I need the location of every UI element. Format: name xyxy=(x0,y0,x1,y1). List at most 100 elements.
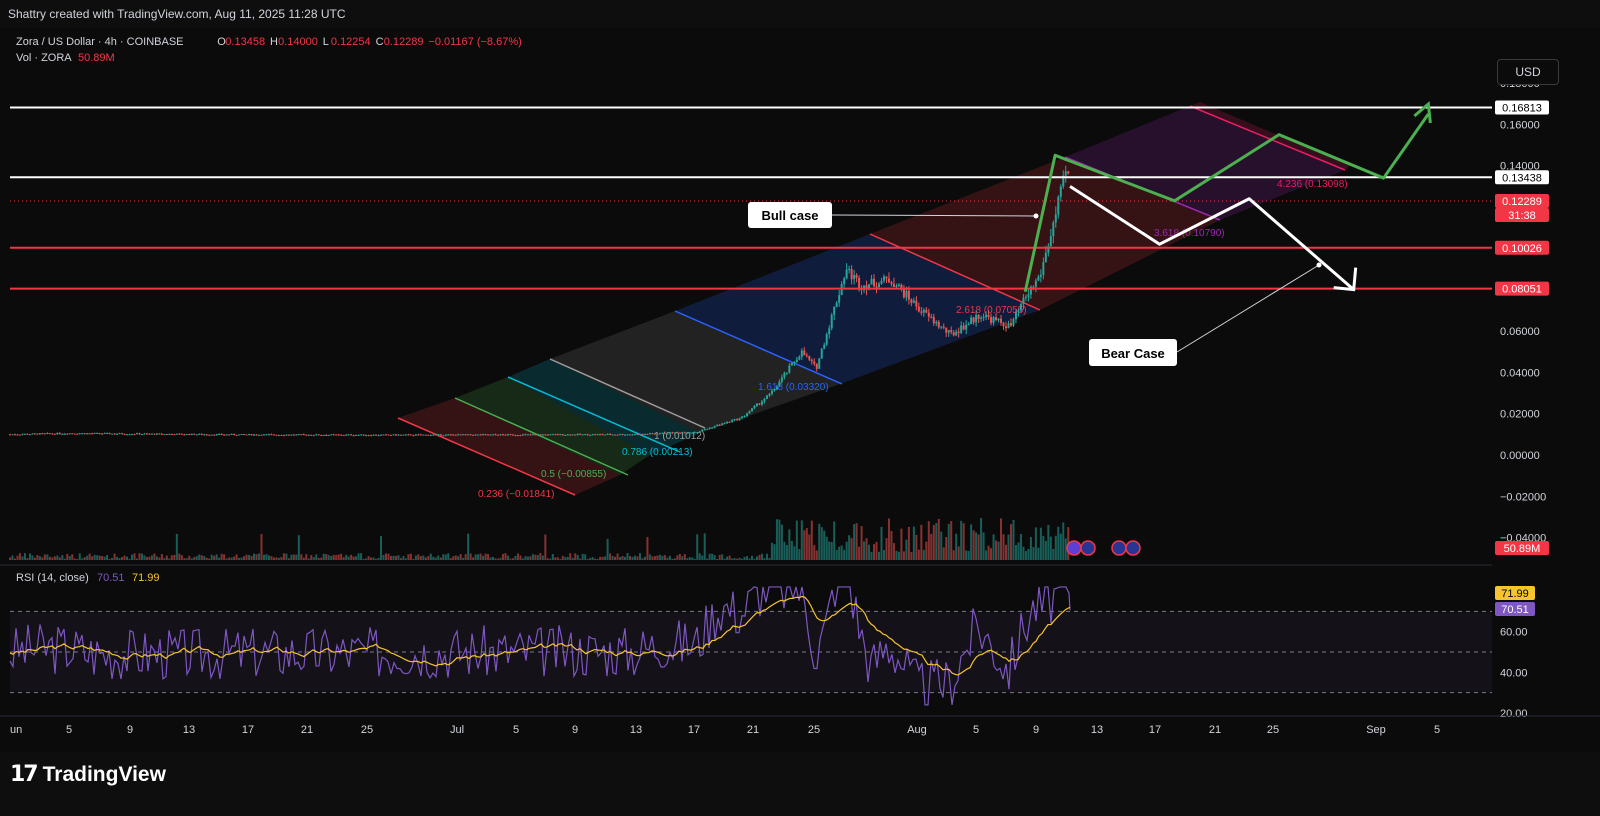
candle xyxy=(277,434,280,436)
candle xyxy=(449,434,452,436)
volume-bar xyxy=(507,555,509,560)
volume-bar xyxy=(116,556,119,560)
price-tick-label: 0.16000 xyxy=(1500,119,1540,131)
candle xyxy=(882,276,885,281)
candle xyxy=(482,434,485,436)
volume-bar xyxy=(46,554,49,560)
chart-canvas[interactable]: 0.236 (−0.01841) 0.5 (−0.00855) 0.786 (0.0… xyxy=(0,28,1600,752)
candle xyxy=(733,419,736,421)
volume-bar xyxy=(422,555,425,560)
candle xyxy=(902,289,905,298)
volume-bar xyxy=(402,556,405,560)
volume-bar xyxy=(332,554,335,560)
candle xyxy=(310,434,313,436)
volume-bar xyxy=(427,555,430,560)
candle xyxy=(48,433,51,435)
flag-event-icon[interactable] xyxy=(1080,540,1096,556)
candle xyxy=(970,317,973,325)
candle xyxy=(243,433,246,435)
candle xyxy=(210,434,213,436)
candle xyxy=(101,433,104,435)
candle xyxy=(350,434,353,436)
volume-bar xyxy=(641,558,644,560)
candle xyxy=(444,434,447,436)
volume-bar xyxy=(549,558,552,560)
candle xyxy=(706,428,709,430)
volume-value: 50.89M xyxy=(78,52,115,64)
candle xyxy=(895,286,898,288)
fib-line xyxy=(454,397,629,476)
candle xyxy=(150,433,153,435)
candle xyxy=(626,434,629,436)
candle xyxy=(770,390,773,394)
volume-bar xyxy=(1052,548,1055,560)
tradingview-logo[interactable]: 17 TradingView xyxy=(10,762,166,787)
candle xyxy=(594,434,597,436)
volume-bar xyxy=(554,557,557,560)
candle xyxy=(203,434,206,436)
candle xyxy=(33,433,36,435)
volume-bar xyxy=(78,553,81,560)
candle xyxy=(589,434,592,436)
ohlc-c-label: C xyxy=(376,36,384,48)
volume-bar xyxy=(380,536,383,560)
candle xyxy=(407,434,410,436)
candle xyxy=(479,434,482,436)
candle xyxy=(765,395,768,399)
chart-area[interactable]: 0.236 (−0.01841) 0.5 (−0.00855) 0.786 (0.0… xyxy=(0,28,1600,752)
candle xyxy=(392,434,395,436)
volume-bar xyxy=(646,537,649,560)
candle xyxy=(300,434,303,436)
volume-bar xyxy=(785,545,788,560)
candle xyxy=(83,433,86,435)
volume-bar xyxy=(830,542,833,560)
volume-bar xyxy=(723,558,726,560)
volume-bar xyxy=(153,553,156,560)
flag-event-icon[interactable] xyxy=(1125,540,1141,556)
candle xyxy=(1057,196,1060,215)
candle xyxy=(140,434,143,436)
volume-bar xyxy=(357,553,360,560)
volume-bar xyxy=(760,553,763,560)
flag-event-icon[interactable] xyxy=(1111,540,1127,556)
volume-bar xyxy=(240,557,243,560)
candle xyxy=(743,416,746,418)
candle xyxy=(992,317,995,323)
volume-bar xyxy=(81,558,84,560)
volume-bar xyxy=(459,554,462,560)
candle xyxy=(225,434,228,436)
volume-bar xyxy=(454,555,457,560)
candle xyxy=(335,434,338,436)
volume-bar xyxy=(305,554,308,560)
volume-bar xyxy=(1062,522,1065,560)
bull-callout-box[interactable] xyxy=(748,202,832,228)
candle xyxy=(526,434,529,436)
candle xyxy=(925,309,928,313)
currency-button[interactable]: USD xyxy=(1497,59,1559,85)
volume-bar xyxy=(765,553,768,560)
volume-bar xyxy=(589,557,592,560)
volume-bar xyxy=(912,526,915,560)
volume-bar xyxy=(940,531,943,560)
candle xyxy=(26,433,29,435)
volume-bar xyxy=(399,558,402,560)
candle xyxy=(768,393,771,396)
candle xyxy=(658,433,661,435)
candle xyxy=(566,434,569,436)
volume-bar xyxy=(574,553,577,560)
candle xyxy=(145,433,148,435)
candle xyxy=(394,434,397,436)
volume-bar xyxy=(131,554,134,560)
bull-callout-label: Bull case xyxy=(761,208,818,223)
candle xyxy=(967,324,970,326)
candle xyxy=(574,434,577,436)
bear-callout-box[interactable] xyxy=(1089,339,1177,366)
lightning-event-icon[interactable] xyxy=(1066,540,1082,556)
candle xyxy=(855,275,858,278)
fib-label: 0.5 (−0.00855) xyxy=(541,469,606,480)
volume-bar xyxy=(444,554,447,560)
volume-bar xyxy=(569,553,572,560)
volume-bar xyxy=(514,556,517,560)
candle xyxy=(927,312,930,317)
volume-bar xyxy=(751,555,754,560)
